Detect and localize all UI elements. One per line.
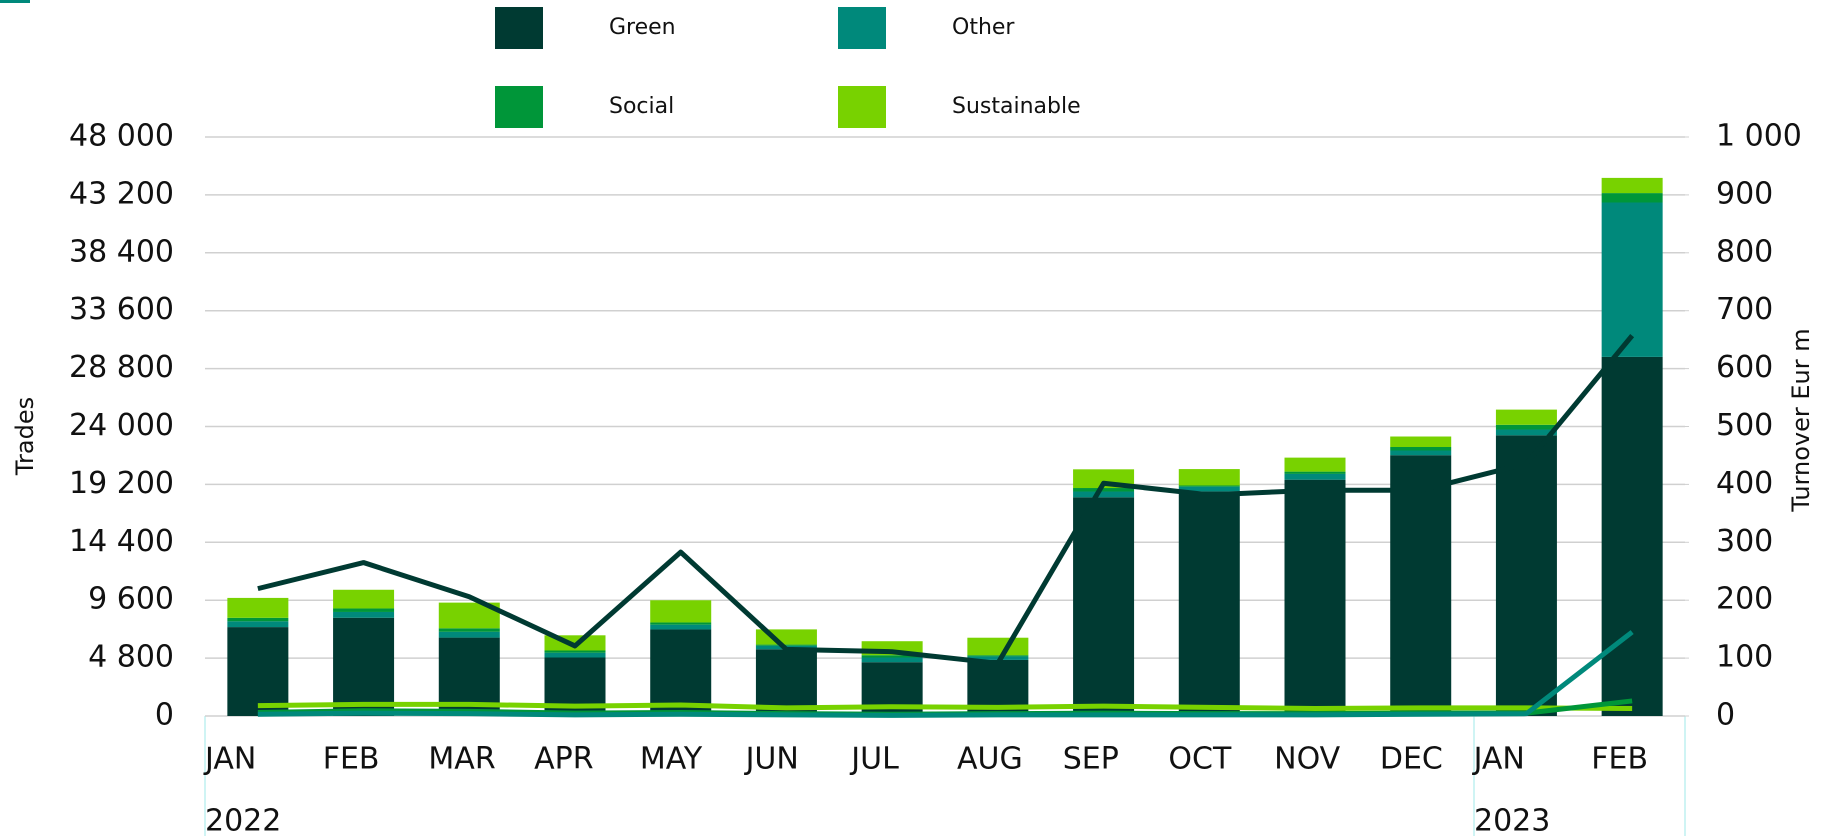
bar-segment — [650, 600, 712, 623]
bar-segment — [1178, 486, 1240, 492]
turnover-line — [257, 334, 1635, 666]
x-tick-label: JUL — [849, 742, 899, 777]
bar-segment — [333, 611, 395, 618]
bar-segment — [650, 624, 712, 630]
bar-segment — [1601, 202, 1663, 357]
x-tick-label: OCT — [1168, 742, 1232, 777]
bar-segment — [1284, 479, 1346, 716]
bar-segment — [438, 631, 500, 638]
bar-segment — [333, 617, 395, 716]
bar-segment — [1284, 473, 1346, 480]
corner-mark — [0, 0, 30, 3]
bar-segment — [227, 597, 289, 618]
x-tick-label: JAN — [1472, 742, 1525, 777]
y-tick-label: 24 000 — [69, 408, 174, 443]
x-tick-label: APR — [534, 742, 593, 777]
bar-segment — [1495, 429, 1557, 436]
legend-label: Green — [609, 15, 676, 40]
bar-segment — [1390, 455, 1452, 716]
legend-swatch — [495, 7, 543, 49]
y-tick-label: 9 600 — [88, 582, 174, 617]
y-axis-label: Trades — [11, 397, 39, 476]
y2-tick-label: 400 — [1716, 466, 1773, 501]
bar-segment — [967, 655, 1029, 657]
bar-segment — [967, 656, 1029, 660]
x-tick-label: NOV — [1274, 742, 1341, 777]
bar-segment — [650, 622, 712, 625]
y-tick-label: 33 600 — [69, 292, 174, 327]
bar-segment — [544, 652, 606, 658]
bar-segment — [861, 657, 923, 663]
x-tick-label: SEP — [1063, 742, 1119, 777]
y-tick-label: 28 800 — [69, 350, 174, 385]
legend-swatch — [495, 86, 543, 128]
bar-segment — [1601, 193, 1663, 203]
y2-tick-label: 100 — [1716, 640, 1773, 675]
bar-segment — [861, 655, 923, 658]
y2-tick-label: 200 — [1716, 582, 1773, 617]
x-tick-label: MAR — [428, 742, 495, 777]
bar-segment — [1390, 450, 1452, 456]
x-tick-label: MAY — [640, 742, 703, 777]
y2-tick-label: 600 — [1716, 350, 1773, 385]
y-tick-label: 0 — [155, 698, 174, 733]
bar-segment — [1495, 435, 1557, 716]
bar-segment — [438, 628, 500, 632]
bar-segment — [544, 650, 606, 653]
x-tick-label: FEB — [1591, 742, 1648, 777]
bar-segment — [1601, 356, 1663, 716]
bar-segment — [1178, 485, 1240, 487]
y2-tick-label: 500 — [1716, 408, 1773, 443]
bar-segment — [227, 617, 289, 622]
x-group-label: 2023 — [1474, 804, 1550, 836]
x-tick-label: FEB — [323, 742, 380, 777]
bar-segment — [650, 629, 712, 716]
bar-segment — [1178, 469, 1240, 486]
y-tick-label: 14 400 — [69, 524, 174, 559]
y-tick-label: 43 200 — [69, 176, 174, 211]
bar-segment — [227, 627, 289, 716]
bar-segment — [227, 621, 289, 628]
y2-axis-label: Turnover Eur m — [1787, 328, 1815, 512]
bar-segment — [1495, 409, 1557, 425]
bar-segment — [1073, 488, 1135, 492]
y2-tick-label: 800 — [1716, 234, 1773, 269]
y-tick-label: 19 200 — [69, 466, 174, 501]
bar-segment — [1073, 491, 1135, 498]
bar-segment — [1495, 424, 1557, 430]
y2-tick-label: 300 — [1716, 524, 1773, 559]
y-tick-label: 38 400 — [69, 234, 174, 269]
turnover-line — [257, 630, 1634, 718]
bar-segment — [1284, 471, 1346, 474]
bar-segment — [1390, 447, 1452, 451]
bar-segment — [1390, 436, 1452, 448]
bar-segment — [1601, 177, 1663, 194]
bar-segment — [755, 644, 817, 646]
x-tick-label: AUG — [957, 742, 1023, 777]
y2-tick-label: 700 — [1716, 292, 1773, 327]
bar-segment — [333, 608, 395, 612]
bar-segment — [333, 589, 395, 609]
legend-swatch — [838, 7, 886, 49]
bar-segment — [1073, 497, 1135, 716]
turnover-line — [257, 701, 1633, 711]
x-group-label: 2022 — [205, 804, 281, 836]
y-tick-label: 4 800 — [88, 640, 174, 675]
legend-label: Sustainable — [952, 94, 1081, 119]
y2-tick-label: 900 — [1716, 176, 1773, 211]
x-tick-label: DEC — [1380, 742, 1443, 777]
legend-label: Social — [609, 94, 674, 119]
x-tick-label: JAN — [203, 742, 256, 777]
legend-label: Other — [952, 15, 1015, 40]
y2-tick-label: 1 000 — [1716, 119, 1802, 154]
legend-swatch — [838, 86, 886, 128]
x-tick-label: JUN — [744, 742, 799, 777]
y2-tick-label: 0 — [1716, 698, 1735, 733]
y-tick-label: 48 000 — [69, 119, 174, 154]
bar-segment — [967, 637, 1029, 656]
bar-segment — [1178, 491, 1240, 716]
bar-segment — [1284, 457, 1346, 472]
